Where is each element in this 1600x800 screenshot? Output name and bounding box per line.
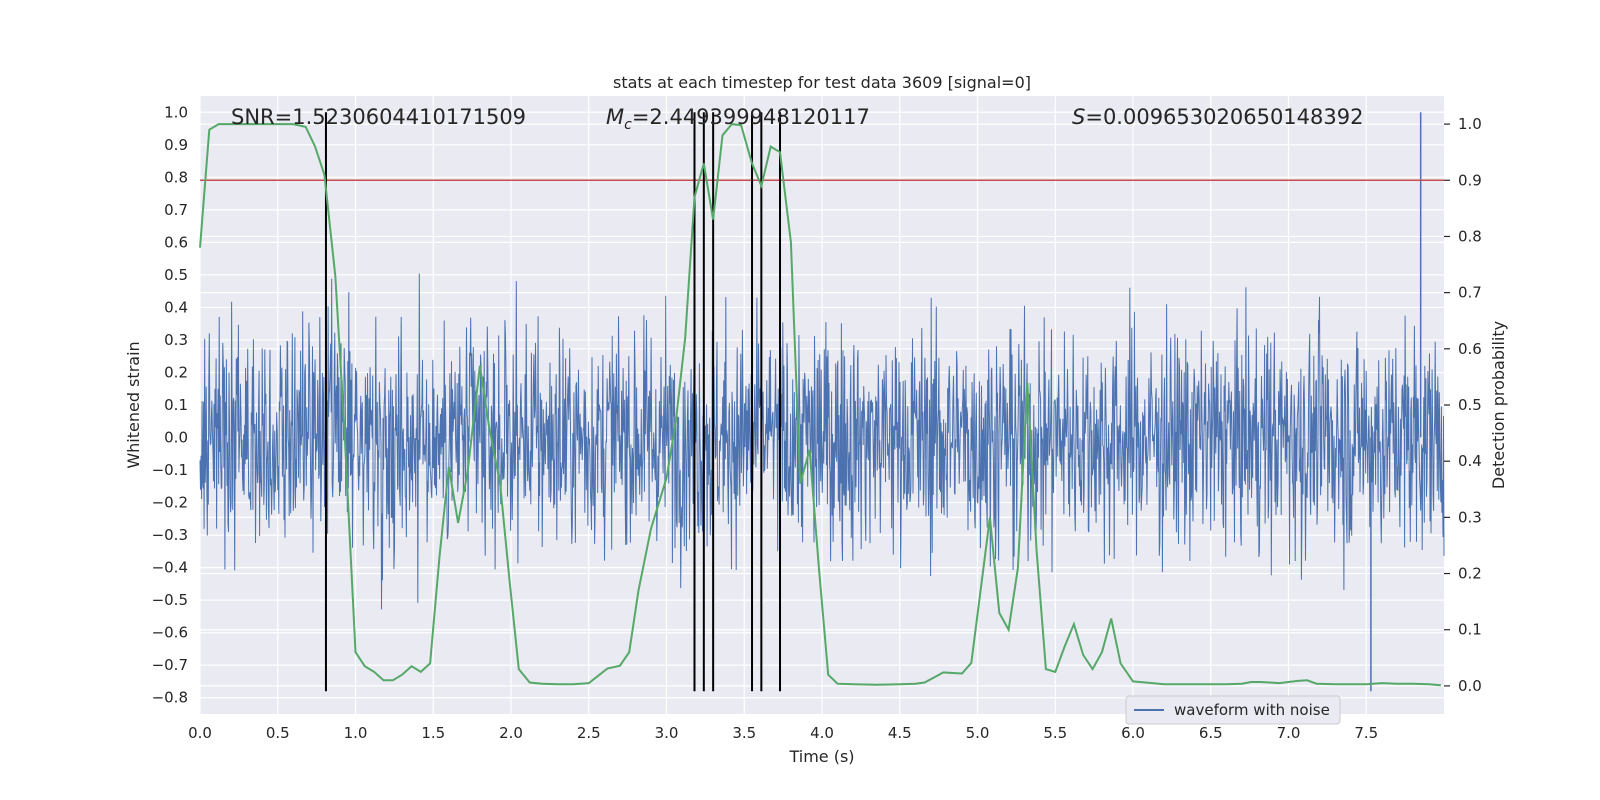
x-tick-label: 1.0	[344, 724, 368, 742]
y-right-tick-label: 0.0	[1458, 677, 1482, 695]
chirp-mass-annotation: Mc=2.449399948120117	[606, 105, 870, 133]
s-symbol: S	[1072, 105, 1085, 129]
x-tick-label: 3.5	[732, 724, 756, 742]
y-right-tick-label: 0.4	[1458, 452, 1482, 470]
y-left-tick-label: 0.5	[164, 266, 188, 284]
y-left-tick-label: 0.9	[164, 136, 188, 154]
y-left-tick-label: 0.7	[164, 201, 188, 219]
y-left-tick-label: 0.0	[164, 429, 188, 447]
legend-label-waveform: waveform with noise	[1174, 701, 1330, 719]
y-left-axis-ticks: −0.8 −0.7 −0.6 −0.5 −0.4 −0.3 −0.2 −0.1 0.0 0.1 0.…	[152, 103, 188, 706]
x-tick-label: 1.5	[421, 724, 445, 742]
y-right-tick-label: 0.6	[1458, 340, 1482, 358]
y-left-tick-label: 0.1	[164, 396, 188, 414]
y-left-tick-label: −0.2	[152, 494, 188, 512]
x-tick-label: 7.0	[1277, 724, 1301, 742]
x-tick-label: 7.5	[1354, 724, 1378, 742]
x-tick-label: 4.0	[810, 724, 834, 742]
y-right-axis-ticks: 0.0 0.1 0.2 0.3 0.4 0.5 0.6 0.7 0.8 0.9 1.0	[1444, 115, 1482, 695]
x-tick-label: 2.0	[499, 724, 523, 742]
x-tick-label: 6.5	[1199, 724, 1223, 742]
x-tick-label: 6.0	[1121, 724, 1145, 742]
y-left-tick-label: −0.4	[152, 559, 188, 577]
chirp-mass-subscript: c	[624, 117, 632, 133]
y-right-tick-label: 0.9	[1458, 171, 1482, 189]
y-left-tick-label: 0.3	[164, 331, 188, 349]
y-left-tick-label: 0.8	[164, 168, 188, 186]
y-left-tick-label: 0.6	[164, 233, 188, 251]
y-right-tick-label: 0.3	[1458, 508, 1482, 526]
s-value: =0.009653020650148392	[1085, 105, 1363, 129]
y-left-tick-label: −0.7	[152, 656, 188, 674]
waveform-with-noise-series	[199, 112, 1445, 692]
x-axis-label: Time (s)	[788, 747, 854, 766]
y-left-tick-label: 0.4	[164, 298, 188, 316]
y-right-tick-label: 1.0	[1458, 115, 1482, 133]
x-tick-label: 0.0	[188, 724, 212, 742]
y-left-tick-label: 1.0	[164, 103, 188, 121]
y-right-tick-label: 0.1	[1458, 621, 1482, 639]
y-left-tick-label: −0.1	[152, 461, 188, 479]
legend: waveform with noise	[1125, 695, 1341, 725]
y-left-tick-label: −0.8	[152, 689, 188, 707]
chart-title: stats at each timestep for test data 360…	[613, 73, 1031, 92]
s-annotation: S=0.009653020650148392	[1072, 105, 1363, 129]
x-tick-label: 2.5	[577, 724, 601, 742]
y-right-tick-label: 0.8	[1458, 227, 1482, 245]
y-left-axis-label: Whitened strain	[124, 341, 143, 468]
legend-box	[1125, 695, 1341, 725]
x-tick-label: 4.5	[888, 724, 912, 742]
y-right-axis-label: Detection probability	[1489, 321, 1508, 489]
chirp-mass-symbol: M	[606, 105, 624, 129]
detection-probability-line	[199, 123, 1441, 687]
y-right-tick-label: 0.2	[1458, 565, 1482, 583]
x-tick-label: 5.5	[1043, 724, 1067, 742]
y-right-tick-label: 0.7	[1458, 284, 1482, 302]
x-tick-label: 0.5	[266, 724, 290, 742]
y-right-tick-label: 0.5	[1458, 396, 1482, 414]
x-tick-label: 5.0	[966, 724, 990, 742]
x-tick-label: 3.0	[655, 724, 679, 742]
y-left-tick-label: 0.2	[164, 363, 188, 381]
waveform-with-noise-line	[199, 273, 1445, 610]
y-left-tick-label: −0.3	[152, 526, 188, 544]
vertical-markers	[324, 112, 782, 692]
snr-annotation: SNR=1.5230604410171509	[231, 105, 526, 129]
chirp-mass-value: =2.449399948120117	[632, 105, 870, 129]
y-left-tick-label: −0.6	[152, 624, 188, 642]
y-left-tick-label: −0.5	[152, 591, 188, 609]
x-axis-ticks: 0.0 0.5 1.0 1.5 2.0 2.5 3.0 3.5 4.0 4.5 5.0 5.5 6.0 6…	[188, 724, 1378, 742]
